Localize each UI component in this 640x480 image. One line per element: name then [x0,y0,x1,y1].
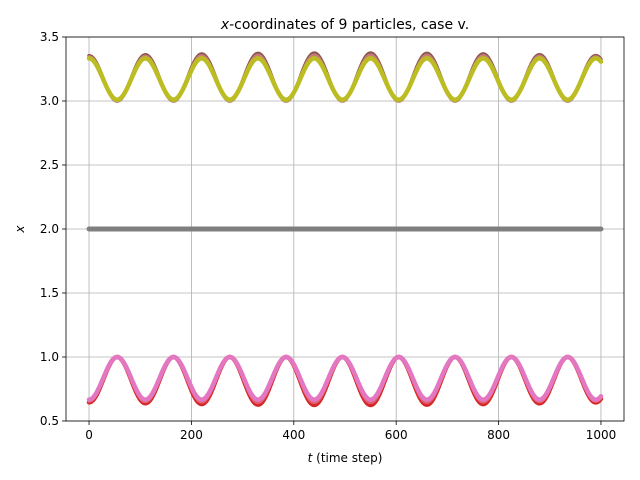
y-ticks: 0.5 1.0 1.5 2.0 2.5 3.0 3.5 [40,30,66,428]
x-tick-label: 800 [487,428,510,442]
chart-title: x-coordinates of 9 particles, case v. [220,17,469,33]
y-tick-label: 3.5 [40,30,59,44]
y-tick-label: 0.5 [40,414,59,428]
x-tick-label: 400 [282,428,305,442]
x-tick-label: 600 [385,428,408,442]
y-tick-label: 1.0 [40,350,59,364]
y-tick-label: 3.0 [40,94,59,108]
y-tick-label: 1.5 [40,286,59,300]
series-line-3 [86,56,604,102]
x-tick-label: 1000 [586,428,617,442]
series-line-7 [86,354,604,402]
x-axis-label: t (time step) [308,451,383,465]
series-layer [86,51,604,408]
y-axis-label: x [13,225,27,234]
x-tick-label: 0 [85,428,93,442]
y-tick-label: 2.5 [40,158,59,172]
x-tick-label: 200 [180,428,203,442]
y-tick-label: 2.0 [40,222,59,236]
x-ticks: 0 200 400 600 800 1000 [85,421,616,442]
